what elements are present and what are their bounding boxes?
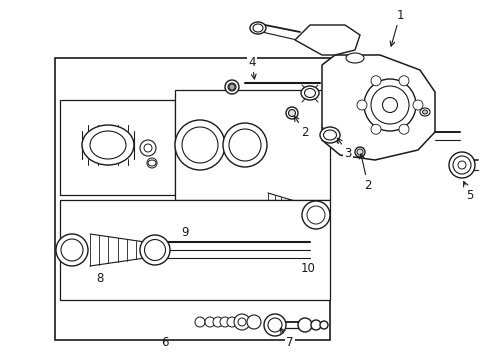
Ellipse shape — [354, 147, 364, 157]
Circle shape — [370, 124, 380, 134]
Ellipse shape — [356, 149, 362, 155]
Ellipse shape — [182, 127, 218, 163]
Text: 3: 3 — [337, 138, 351, 159]
Text: 10: 10 — [300, 261, 315, 275]
Ellipse shape — [285, 107, 297, 119]
Text: 2: 2 — [359, 154, 371, 192]
Circle shape — [140, 140, 156, 156]
Bar — [60, 200, 329, 300]
Bar — [175, 90, 329, 200]
Ellipse shape — [319, 321, 327, 329]
Text: 2: 2 — [294, 116, 308, 139]
Ellipse shape — [228, 129, 261, 161]
Ellipse shape — [419, 108, 429, 116]
Ellipse shape — [452, 156, 470, 174]
Circle shape — [398, 76, 408, 86]
Ellipse shape — [288, 109, 295, 117]
Ellipse shape — [61, 239, 83, 261]
Ellipse shape — [370, 86, 408, 124]
Circle shape — [356, 100, 366, 110]
Ellipse shape — [90, 131, 126, 159]
Ellipse shape — [363, 79, 415, 131]
Ellipse shape — [297, 318, 311, 332]
Ellipse shape — [224, 80, 239, 94]
Text: 5: 5 — [463, 182, 473, 202]
Polygon shape — [55, 58, 329, 340]
Circle shape — [398, 124, 408, 134]
Circle shape — [213, 317, 223, 327]
Text: 4: 4 — [248, 55, 256, 79]
Circle shape — [234, 314, 249, 330]
Ellipse shape — [249, 22, 265, 34]
Ellipse shape — [267, 318, 282, 332]
Ellipse shape — [457, 161, 465, 169]
Ellipse shape — [82, 125, 134, 165]
Circle shape — [220, 317, 229, 327]
Polygon shape — [294, 25, 359, 55]
Ellipse shape — [448, 152, 474, 178]
Ellipse shape — [144, 239, 165, 261]
Ellipse shape — [148, 160, 156, 166]
Ellipse shape — [323, 130, 336, 140]
Ellipse shape — [319, 127, 339, 143]
Ellipse shape — [56, 234, 88, 266]
Circle shape — [412, 100, 422, 110]
Text: 6: 6 — [161, 336, 168, 348]
Circle shape — [147, 158, 157, 168]
Circle shape — [370, 76, 380, 86]
Circle shape — [195, 317, 204, 327]
Ellipse shape — [252, 24, 263, 32]
Bar — [60, 100, 175, 195]
Ellipse shape — [264, 314, 285, 336]
Ellipse shape — [382, 98, 397, 112]
Ellipse shape — [227, 83, 236, 91]
Circle shape — [302, 201, 329, 229]
Circle shape — [204, 317, 215, 327]
Polygon shape — [321, 55, 434, 160]
Circle shape — [228, 84, 235, 90]
Ellipse shape — [175, 120, 224, 170]
Text: 1: 1 — [389, 9, 403, 46]
Circle shape — [226, 317, 237, 327]
Circle shape — [238, 318, 245, 326]
Circle shape — [306, 206, 325, 224]
Ellipse shape — [301, 86, 318, 100]
Circle shape — [246, 315, 261, 329]
Ellipse shape — [304, 89, 315, 98]
Ellipse shape — [223, 123, 266, 167]
Ellipse shape — [140, 235, 170, 265]
Circle shape — [143, 144, 152, 152]
Text: 7: 7 — [280, 328, 293, 348]
Text: 8: 8 — [96, 271, 103, 284]
Ellipse shape — [422, 110, 427, 114]
Text: 9: 9 — [181, 225, 188, 239]
Ellipse shape — [310, 320, 320, 330]
Ellipse shape — [346, 53, 363, 63]
